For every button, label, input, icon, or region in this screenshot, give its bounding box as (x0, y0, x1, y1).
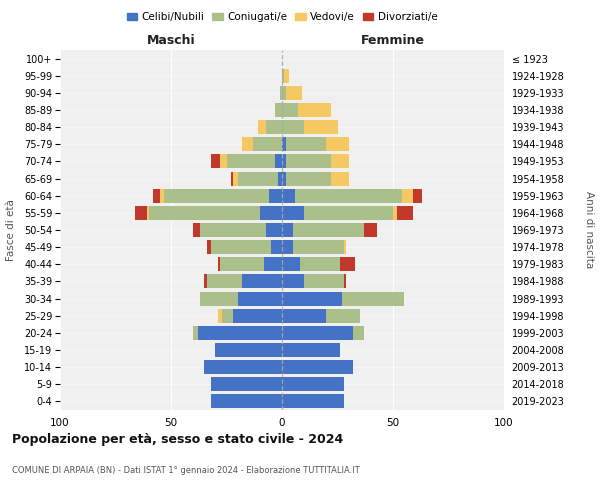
Bar (275, 103, 282, 117)
Bar (227, 154, 275, 168)
Bar (304, 274, 344, 288)
Bar (220, 154, 227, 168)
Bar (282, 258, 300, 272)
Bar (266, 120, 282, 134)
Bar (282, 378, 344, 392)
Bar (280, 86, 282, 100)
Bar (275, 154, 282, 168)
Bar (282, 120, 304, 134)
Bar (304, 120, 337, 134)
Bar (253, 138, 282, 151)
Bar (282, 326, 353, 340)
Bar (286, 138, 326, 151)
Bar (402, 188, 413, 202)
Bar (242, 138, 253, 151)
Bar (342, 292, 404, 306)
Bar (282, 138, 286, 151)
Bar (164, 188, 269, 202)
Bar (298, 103, 331, 117)
Text: COMUNE DI ARPAIA (BN) - Dati ISTAT 1° gennaio 2024 - Elaborazione TUTTITALIA.IT: COMUNE DI ARPAIA (BN) - Dati ISTAT 1° ge… (12, 466, 360, 475)
Bar (238, 172, 278, 185)
Y-axis label: Anni di nascita: Anni di nascita (584, 192, 594, 268)
Bar (160, 188, 164, 202)
Bar (413, 188, 422, 202)
Bar (211, 378, 282, 392)
Bar (204, 360, 282, 374)
Bar (393, 206, 397, 220)
Bar (264, 258, 282, 272)
Text: Femmine: Femmine (361, 34, 425, 46)
Bar (364, 223, 377, 237)
Bar (326, 138, 349, 151)
Bar (278, 172, 282, 185)
Bar (242, 274, 282, 288)
Bar (293, 223, 364, 237)
Bar (286, 172, 331, 185)
Legend: Celibi/Nubili, Coniugati/e, Vedovi/e, Divorziati/e: Celibi/Nubili, Coniugati/e, Vedovi/e, Di… (122, 8, 442, 26)
Bar (282, 86, 286, 100)
Bar (331, 154, 349, 168)
Y-axis label: Fasce di età: Fasce di età (5, 199, 16, 261)
Bar (215, 343, 282, 357)
Bar (353, 326, 364, 340)
Bar (282, 68, 284, 82)
Bar (282, 240, 293, 254)
Bar (295, 188, 402, 202)
Bar (200, 223, 266, 237)
Bar (222, 308, 233, 322)
Bar (204, 274, 206, 288)
Bar (193, 223, 200, 237)
Bar (233, 308, 282, 322)
Bar (269, 188, 282, 202)
Bar (238, 292, 282, 306)
Bar (304, 206, 393, 220)
Bar (282, 154, 286, 168)
Bar (282, 308, 326, 322)
Bar (282, 103, 298, 117)
Bar (153, 188, 160, 202)
Bar (206, 274, 242, 288)
Bar (282, 274, 304, 288)
Bar (286, 154, 331, 168)
Bar (149, 206, 260, 220)
Bar (284, 68, 289, 82)
Bar (220, 258, 264, 272)
Bar (211, 154, 220, 168)
Bar (260, 206, 282, 220)
Bar (136, 206, 146, 220)
Bar (211, 394, 282, 408)
Bar (286, 86, 302, 100)
Bar (282, 188, 295, 202)
Bar (282, 343, 340, 357)
Bar (211, 240, 271, 254)
Bar (282, 223, 293, 237)
Bar (344, 240, 346, 254)
Bar (218, 308, 222, 322)
Text: Maschi: Maschi (146, 34, 196, 46)
Bar (200, 292, 238, 306)
Bar (293, 240, 344, 254)
Bar (340, 258, 355, 272)
Bar (282, 206, 304, 220)
Bar (282, 360, 353, 374)
Bar (193, 326, 197, 340)
Text: Popolazione per età, sesso e stato civile - 2024: Popolazione per età, sesso e stato civil… (12, 432, 343, 446)
Bar (197, 326, 282, 340)
Bar (300, 258, 340, 272)
Bar (271, 240, 282, 254)
Bar (266, 223, 282, 237)
Bar (206, 240, 211, 254)
Bar (257, 120, 266, 134)
Bar (218, 258, 220, 272)
Bar (282, 394, 344, 408)
Bar (331, 172, 349, 185)
Bar (146, 206, 149, 220)
Bar (282, 172, 286, 185)
Bar (326, 308, 360, 322)
Bar (231, 172, 233, 185)
Bar (397, 206, 413, 220)
Bar (233, 172, 238, 185)
Bar (344, 274, 346, 288)
Bar (282, 292, 342, 306)
